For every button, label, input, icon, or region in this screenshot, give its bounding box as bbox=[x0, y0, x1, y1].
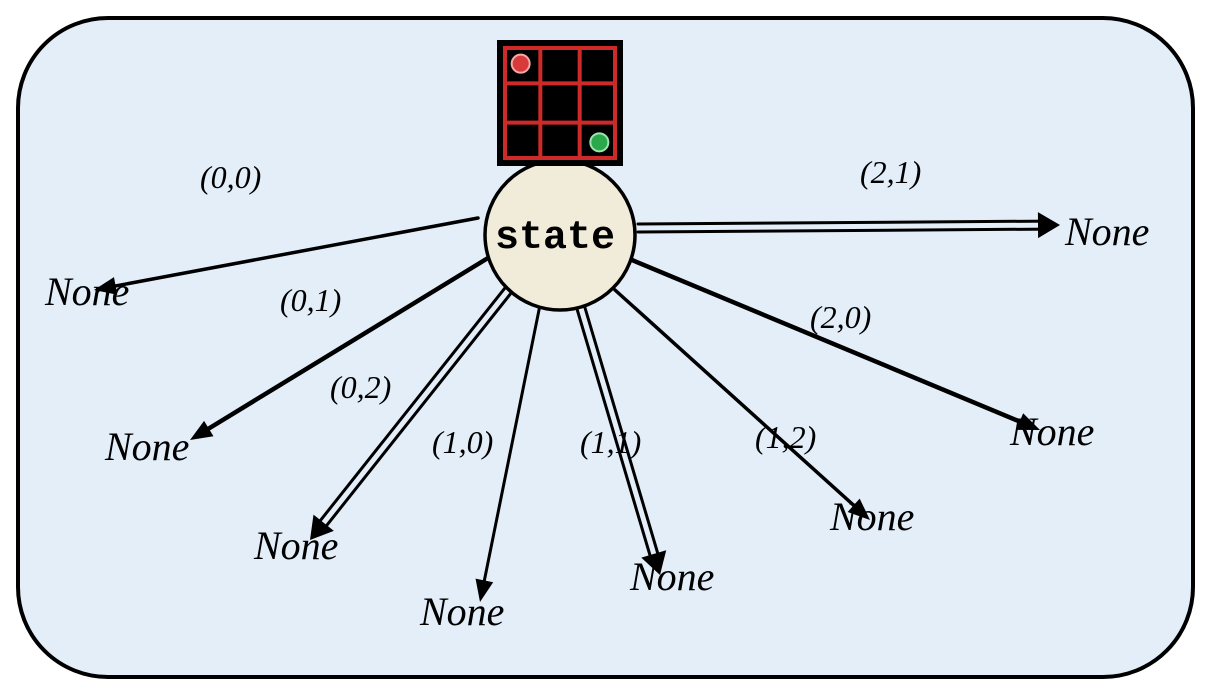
diagram-svg bbox=[0, 0, 1211, 695]
target-none-10: None bbox=[420, 588, 504, 635]
target-none-12: None bbox=[830, 493, 914, 540]
state-node-label: state bbox=[495, 216, 615, 261]
edge-label-10: (1,0) bbox=[432, 424, 493, 461]
edge-label-02: (0,2) bbox=[330, 369, 391, 406]
target-none-00: None bbox=[45, 268, 129, 315]
target-none-20: None bbox=[1010, 408, 1094, 455]
edge-label-21: (2,1) bbox=[860, 154, 921, 191]
edge-label-01: (0,1) bbox=[280, 282, 341, 319]
edge-label-12: (1,2) bbox=[755, 419, 816, 456]
target-none-11: None bbox=[630, 553, 714, 600]
grid-marker bbox=[512, 55, 530, 73]
target-none-21: None bbox=[1065, 208, 1149, 255]
grid-board bbox=[501, 44, 619, 162]
grid-marker bbox=[590, 133, 608, 151]
edge-label-20: (2,0) bbox=[810, 299, 871, 336]
target-none-02: None bbox=[254, 522, 338, 569]
diagram-canvas: state (0,0) (0,1) (0,2) (1,0) (1,1) (1,2… bbox=[0, 0, 1211, 695]
edge-label-00: (0,0) bbox=[200, 159, 261, 196]
edge-label-11: (1,1) bbox=[580, 424, 641, 461]
target-none-01: None bbox=[105, 423, 189, 470]
